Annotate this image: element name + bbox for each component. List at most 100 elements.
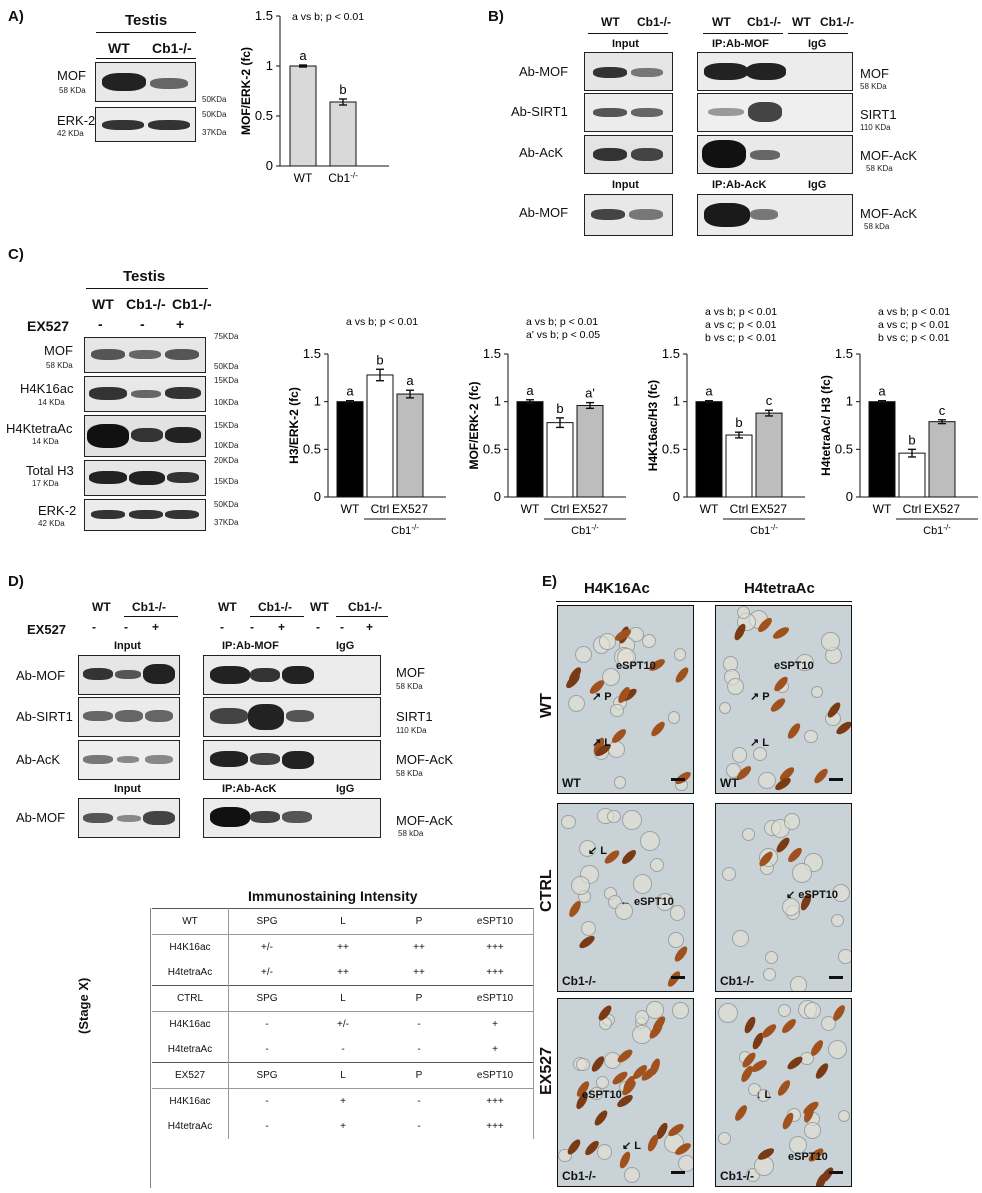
panel-d-row-left: Ab-MOF xyxy=(16,668,66,683)
micrograph-corner-label: Cb1-/- xyxy=(562,1169,596,1183)
micrograph-corner-label: Cb1-/- xyxy=(720,1169,754,1183)
panel-a-row-erk-kda: 42 KDa xyxy=(57,129,84,138)
panel-c-marker: 50KDa xyxy=(214,362,239,371)
bar-ex527 xyxy=(576,404,604,498)
micrograph-corner-label: WT xyxy=(720,776,739,790)
panel-d-label: D) xyxy=(8,573,24,590)
panel-d-input-blot-4 xyxy=(78,798,180,838)
panel-d-treat: EX527 xyxy=(27,622,67,637)
panel-b-row-right: MOF-AcK xyxy=(860,148,918,163)
panel-c-lane: WT xyxy=(92,296,114,312)
y-axis-label: H3/ERK-2 (fc) xyxy=(287,387,301,464)
panel-d-lane: WT xyxy=(218,600,237,614)
scale-bar xyxy=(829,778,843,781)
panel-b-lane: WT xyxy=(792,15,811,29)
stats-text: b vs c; p < 0.01 xyxy=(705,332,777,344)
panel-d-ip-ack-label: IP:Ab-AcK xyxy=(222,783,277,795)
y-tick-label: 1 xyxy=(266,58,273,73)
panel-c-row-kda: 58 KDa xyxy=(46,361,73,370)
panel-b-lane: WT xyxy=(601,15,620,29)
panel-c-marker: 75KDa xyxy=(214,332,239,341)
x-tick-label: EX527 xyxy=(392,502,428,516)
panel-a-label: A) xyxy=(8,8,24,25)
panel-b-igg-label: IgG xyxy=(808,38,827,50)
significance-letter: b xyxy=(339,82,346,97)
y-tick-label: 1 xyxy=(494,394,501,409)
panel-b-input-label: Input xyxy=(612,38,639,50)
panel-b-row-right: MOF-AcK xyxy=(860,206,918,221)
panel-c-marker: 15KDa xyxy=(214,421,239,430)
table-cell: L xyxy=(305,908,381,935)
panel-d-row-right: SIRT1 xyxy=(396,709,433,724)
significance-letter: a xyxy=(878,384,886,399)
significance-letter: a xyxy=(346,384,354,399)
table-cell: SPG xyxy=(228,908,305,935)
y-tick-label: 0 xyxy=(266,158,273,173)
table-cell: + xyxy=(457,1011,534,1037)
table-cell: +/- xyxy=(261,967,273,978)
panel-a-row-erk: ERK-2 xyxy=(57,113,96,128)
micrograph-corner-label: WT xyxy=(562,776,581,790)
panel-e-row-ex527: EX527 xyxy=(538,1046,555,1095)
panel-c-blot-mof xyxy=(84,337,206,373)
significance-letter: a xyxy=(705,384,713,399)
panel-b-input-blot-2 xyxy=(584,93,673,132)
panel-b-ip-ack-label: IP:Ab-AcK xyxy=(712,179,767,191)
table-cell: eSPT10 xyxy=(457,1062,534,1089)
panel-d-row-right: MOF xyxy=(396,665,425,680)
table-cell: - xyxy=(265,1121,269,1132)
panel-c-label: C) xyxy=(8,246,24,263)
table-cell: P xyxy=(381,908,457,935)
y-tick-label: 1.5 xyxy=(483,346,501,361)
panel-a-mof-blot xyxy=(95,62,196,102)
table-cell: EX527 xyxy=(152,1062,229,1089)
panel-e-col: H4tetraAc xyxy=(744,580,815,597)
table-cell: - xyxy=(265,1096,269,1107)
bar-ctrl xyxy=(898,452,926,498)
panel-c-row-kda: 17 KDa xyxy=(32,479,59,488)
panel-c-marker: 15KDa xyxy=(214,376,239,385)
bar-ctrl xyxy=(725,434,753,498)
table-cell: CTRL xyxy=(152,985,229,1012)
panel-d-row-right-kda: 58 KDa xyxy=(396,682,423,691)
x-tick-label: WT xyxy=(341,502,360,516)
panel-a-erk-blot xyxy=(95,107,196,142)
table-cell: eSPT10 xyxy=(457,985,534,1012)
table-cell: - xyxy=(265,1019,269,1030)
stats-text: a vs b; p < 0.01 xyxy=(346,316,418,328)
y-axis-label: H4tetraAc/ H3 (fc) xyxy=(819,375,833,476)
table-cell: L xyxy=(305,1062,381,1089)
x-tick-label: Ctrl xyxy=(730,502,749,516)
stats-text: a vs c; p < 0.01 xyxy=(705,319,777,331)
panel-c-blot-h4tetra xyxy=(84,415,206,457)
panel-b-row-right: MOF xyxy=(860,66,889,81)
table-title: Immunostaining Intensity xyxy=(248,888,418,904)
table-cell: H4tetraAc xyxy=(152,1114,229,1139)
x-tick-label: EX527 xyxy=(751,502,787,516)
panel-d-input-blot-3 xyxy=(78,740,180,780)
group-label: Cb1-/- xyxy=(923,523,951,538)
table-row: H4K16ac +/- ++ ++ +++ xyxy=(152,934,534,960)
panel-b-row-left: Ab-MOF xyxy=(519,205,569,220)
panel-a-title: Testis xyxy=(125,12,168,29)
significance-letter: a xyxy=(406,373,414,388)
x-tick-label: WT xyxy=(700,502,719,516)
table-cell: +/- xyxy=(261,942,273,953)
table-cell: H4K16ac xyxy=(152,1088,229,1114)
panel-c-row: H4K16ac xyxy=(20,381,74,396)
panel-c-blot-erk xyxy=(84,499,206,531)
panel-b-lane: Cb1-/- xyxy=(820,15,854,29)
annotation-label: ← eSPT10 xyxy=(620,896,674,908)
table-cell: +++ xyxy=(457,960,534,986)
table-cell: + xyxy=(340,1096,346,1107)
significance-letter: b xyxy=(376,352,383,367)
panel-b-row-right: SIRT1 xyxy=(860,107,897,122)
x-tick-label: EX527 xyxy=(924,502,960,516)
panel-b-lane: Cb1-/- xyxy=(637,15,671,29)
stats-text: b vs c; p < 0.01 xyxy=(878,332,950,344)
x-tick-label: WT xyxy=(294,171,313,185)
